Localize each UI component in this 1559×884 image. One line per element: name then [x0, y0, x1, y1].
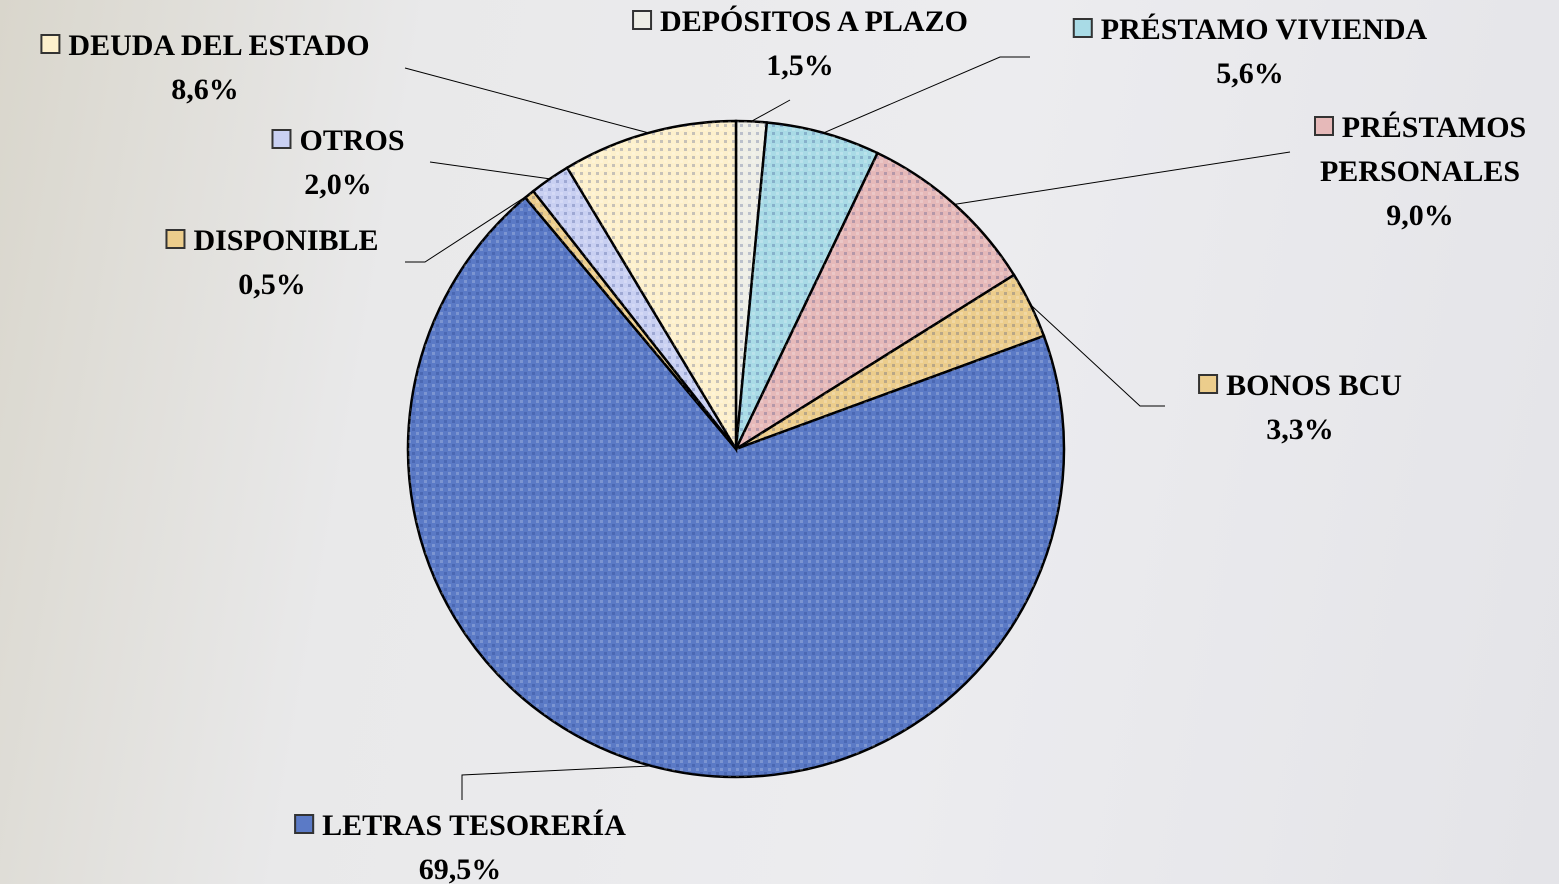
slice-value: 2,0% — [304, 168, 372, 201]
slice-name: DEPÓSITOS A PLAZO — [660, 5, 968, 38]
slice-value: 9,0% — [1386, 199, 1454, 232]
slice-value: 1,5% — [766, 49, 834, 82]
slice-texture — [525, 191, 736, 449]
slice-value: 69,5% — [418, 853, 502, 884]
slice-name: PRÉSTAMOS PERSONALES — [1319, 111, 1527, 188]
slice-label: BONOS BCU 3,3% — [1198, 364, 1402, 452]
slice-texture — [533, 167, 736, 449]
leader-line — [823, 56, 1030, 134]
legend-swatch — [165, 229, 186, 249]
slice-name: DISPONIBLE — [193, 224, 379, 257]
slice-name: LETRAS TESORERÍA — [322, 809, 626, 842]
legend-swatch — [294, 814, 315, 834]
leader-line — [954, 151, 1291, 205]
legend-swatch — [271, 129, 292, 149]
slice-label: DEPÓSITOS A PLAZO 1,5% — [632, 0, 968, 88]
slice-texture — [736, 122, 878, 449]
slice-value: 5,6% — [1216, 57, 1284, 90]
legend-swatch — [1198, 374, 1219, 394]
legend-swatch — [1072, 18, 1093, 38]
slice-label: PRÉSTAMO VIVIENDA 5,6% — [1072, 8, 1428, 96]
leader-line — [404, 67, 649, 134]
slice-texture — [736, 153, 1015, 449]
leader-line — [461, 765, 652, 800]
slice-name: PRÉSTAMO VIVIENDA — [1100, 13, 1428, 46]
slice-label: PRÉSTAMOS PERSONALES 9,0% — [1270, 106, 1559, 238]
slice-name: BONOS BCU — [1226, 369, 1402, 402]
legend-swatch — [1313, 116, 1334, 136]
slice-name: OTROS — [299, 124, 405, 157]
slice-value: 3,3% — [1266, 413, 1334, 446]
leader-line — [405, 193, 530, 263]
slice-texture — [736, 274, 1044, 449]
legend-swatch — [40, 34, 61, 54]
slice-value: 8,6% — [171, 73, 239, 106]
slice-label: OTROS 2,0% — [271, 119, 405, 207]
slice-name: DEUDA DEL ESTADO — [68, 29, 370, 62]
slice-texture — [407, 197, 1064, 778]
slice-value: 0,5% — [238, 268, 306, 301]
slice-label: LETRAS TESORERÍA 69,5% — [294, 804, 626, 884]
leader-line — [429, 161, 551, 180]
slice-label: DISPONIBLE 0,5% — [165, 219, 379, 307]
leader-line — [751, 99, 791, 122]
slice-texture — [567, 121, 736, 449]
leader-line — [1030, 304, 1165, 407]
legend-swatch — [632, 10, 653, 30]
slice-label: DEUDA DEL ESTADO 8,6% — [40, 24, 370, 112]
